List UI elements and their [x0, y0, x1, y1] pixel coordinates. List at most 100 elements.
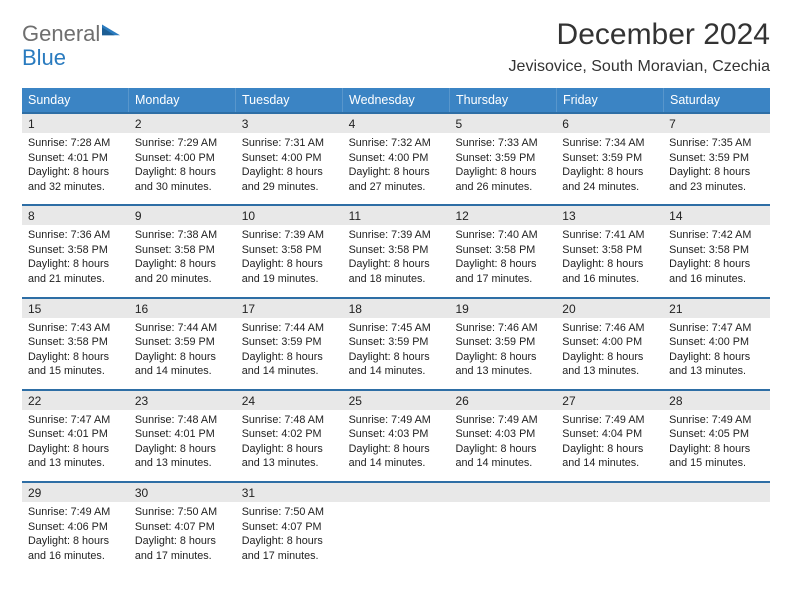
day-number: 29	[22, 483, 129, 502]
day-number: 16	[129, 299, 236, 318]
day-detail: Sunrise: 7:50 AMSunset: 4:07 PMDaylight:…	[129, 502, 236, 573]
sunset-text: Sunset: 3:58 PM	[28, 243, 123, 258]
logo: General Blue	[22, 18, 120, 70]
daylight-text: Daylight: 8 hours and 14 minutes.	[349, 350, 444, 379]
daynum-row: 22232425262728	[22, 391, 770, 410]
daylight-text: Daylight: 8 hours and 14 minutes.	[349, 442, 444, 471]
day-detail: Sunrise: 7:28 AMSunset: 4:01 PMDaylight:…	[22, 133, 129, 204]
sunset-text: Sunset: 4:01 PM	[28, 151, 123, 166]
day-detail: Sunrise: 7:47 AMSunset: 4:01 PMDaylight:…	[22, 410, 129, 481]
day-detail: Sunrise: 7:49 AMSunset: 4:03 PMDaylight:…	[449, 410, 556, 481]
daylight-text: Daylight: 8 hours and 13 minutes.	[28, 442, 123, 471]
sunrise-text: Sunrise: 7:38 AM	[135, 228, 230, 243]
day-detail: Sunrise: 7:29 AMSunset: 4:00 PMDaylight:…	[129, 133, 236, 204]
sunset-text: Sunset: 3:58 PM	[242, 243, 337, 258]
day-detail: Sunrise: 7:34 AMSunset: 3:59 PMDaylight:…	[556, 133, 663, 204]
sunrise-text: Sunrise: 7:46 AM	[455, 321, 550, 336]
day-number: 17	[236, 299, 343, 318]
day-detail: Sunrise: 7:50 AMSunset: 4:07 PMDaylight:…	[236, 502, 343, 573]
sunset-text: Sunset: 3:59 PM	[455, 151, 550, 166]
day-detail: Sunrise: 7:49 AMSunset: 4:06 PMDaylight:…	[22, 502, 129, 573]
sunrise-text: Sunrise: 7:46 AM	[562, 321, 657, 336]
day-number: 25	[343, 391, 450, 410]
sunset-text: Sunset: 4:00 PM	[349, 151, 444, 166]
day-number: 19	[449, 299, 556, 318]
daylight-text: Daylight: 8 hours and 14 minutes.	[455, 442, 550, 471]
day-detail: Sunrise: 7:35 AMSunset: 3:59 PMDaylight:…	[663, 133, 770, 204]
day-number	[343, 483, 450, 502]
day-detail: Sunrise: 7:42 AMSunset: 3:58 PMDaylight:…	[663, 225, 770, 296]
day-number: 9	[129, 206, 236, 225]
sunrise-text: Sunrise: 7:33 AM	[455, 136, 550, 151]
sunrise-text: Sunrise: 7:39 AM	[349, 228, 444, 243]
daylight-text: Daylight: 8 hours and 32 minutes.	[28, 165, 123, 194]
day-number: 13	[556, 206, 663, 225]
day-number: 27	[556, 391, 663, 410]
day-detail: Sunrise: 7:32 AMSunset: 4:00 PMDaylight:…	[343, 133, 450, 204]
sunset-text: Sunset: 3:58 PM	[135, 243, 230, 258]
sunset-text: Sunset: 3:59 PM	[242, 335, 337, 350]
logo-text-line1: General	[22, 21, 100, 46]
day-number	[556, 483, 663, 502]
sunrise-text: Sunrise: 7:35 AM	[669, 136, 764, 151]
weeks-container: 1234567Sunrise: 7:28 AMSunset: 4:01 PMDa…	[22, 112, 770, 573]
weekday-sat: Saturday	[664, 88, 770, 112]
daylight-text: Daylight: 8 hours and 17 minutes.	[242, 534, 337, 563]
daylight-text: Daylight: 8 hours and 18 minutes.	[349, 257, 444, 286]
daynum-row: 1234567	[22, 114, 770, 133]
sunset-text: Sunset: 3:59 PM	[135, 335, 230, 350]
sunset-text: Sunset: 4:00 PM	[242, 151, 337, 166]
details-row: Sunrise: 7:36 AMSunset: 3:58 PMDaylight:…	[22, 225, 770, 296]
day-detail: Sunrise: 7:43 AMSunset: 3:58 PMDaylight:…	[22, 318, 129, 389]
daylight-text: Daylight: 8 hours and 13 minutes.	[669, 350, 764, 379]
daylight-text: Daylight: 8 hours and 21 minutes.	[28, 257, 123, 286]
day-detail	[343, 502, 450, 573]
daylight-text: Daylight: 8 hours and 17 minutes.	[455, 257, 550, 286]
day-detail: Sunrise: 7:46 AMSunset: 4:00 PMDaylight:…	[556, 318, 663, 389]
sunset-text: Sunset: 3:59 PM	[349, 335, 444, 350]
day-number: 2	[129, 114, 236, 133]
weekday-mon: Monday	[129, 88, 236, 112]
sunrise-text: Sunrise: 7:36 AM	[28, 228, 123, 243]
header: General Blue December 2024 Jevisovice, S…	[22, 18, 770, 76]
daylight-text: Daylight: 8 hours and 15 minutes.	[669, 442, 764, 471]
sunset-text: Sunset: 3:59 PM	[669, 151, 764, 166]
day-detail: Sunrise: 7:44 AMSunset: 3:59 PMDaylight:…	[129, 318, 236, 389]
details-row: Sunrise: 7:49 AMSunset: 4:06 PMDaylight:…	[22, 502, 770, 573]
sunrise-text: Sunrise: 7:50 AM	[135, 505, 230, 520]
logo-text-block: General Blue	[22, 22, 100, 70]
sunset-text: Sunset: 4:00 PM	[135, 151, 230, 166]
sunset-text: Sunset: 4:06 PM	[28, 520, 123, 535]
sunset-text: Sunset: 3:59 PM	[455, 335, 550, 350]
daylight-text: Daylight: 8 hours and 14 minutes.	[135, 350, 230, 379]
day-detail	[663, 502, 770, 573]
sunset-text: Sunset: 4:05 PM	[669, 427, 764, 442]
sunrise-text: Sunrise: 7:44 AM	[135, 321, 230, 336]
sunrise-text: Sunrise: 7:48 AM	[242, 413, 337, 428]
day-number: 8	[22, 206, 129, 225]
sunset-text: Sunset: 4:01 PM	[28, 427, 123, 442]
sunset-text: Sunset: 4:04 PM	[562, 427, 657, 442]
sunrise-text: Sunrise: 7:49 AM	[669, 413, 764, 428]
day-number: 26	[449, 391, 556, 410]
sunrise-text: Sunrise: 7:32 AM	[349, 136, 444, 151]
day-number: 5	[449, 114, 556, 133]
weekday-fri: Friday	[557, 88, 664, 112]
day-number: 11	[343, 206, 450, 225]
day-detail: Sunrise: 7:38 AMSunset: 3:58 PMDaylight:…	[129, 225, 236, 296]
day-number: 18	[343, 299, 450, 318]
sunrise-text: Sunrise: 7:49 AM	[349, 413, 444, 428]
daynum-row: 293031	[22, 483, 770, 502]
day-number: 10	[236, 206, 343, 225]
day-number: 21	[663, 299, 770, 318]
calendar: Sunday Monday Tuesday Wednesday Thursday…	[22, 88, 770, 573]
daylight-text: Daylight: 8 hours and 29 minutes.	[242, 165, 337, 194]
day-detail	[556, 502, 663, 573]
day-detail: Sunrise: 7:47 AMSunset: 4:00 PMDaylight:…	[663, 318, 770, 389]
sunset-text: Sunset: 4:03 PM	[455, 427, 550, 442]
logo-triangle-icon	[102, 22, 120, 36]
month-title: December 2024	[509, 18, 770, 52]
day-detail: Sunrise: 7:48 AMSunset: 4:01 PMDaylight:…	[129, 410, 236, 481]
title-block: December 2024 Jevisovice, South Moravian…	[509, 18, 770, 76]
logo-text-line2: Blue	[22, 45, 66, 70]
